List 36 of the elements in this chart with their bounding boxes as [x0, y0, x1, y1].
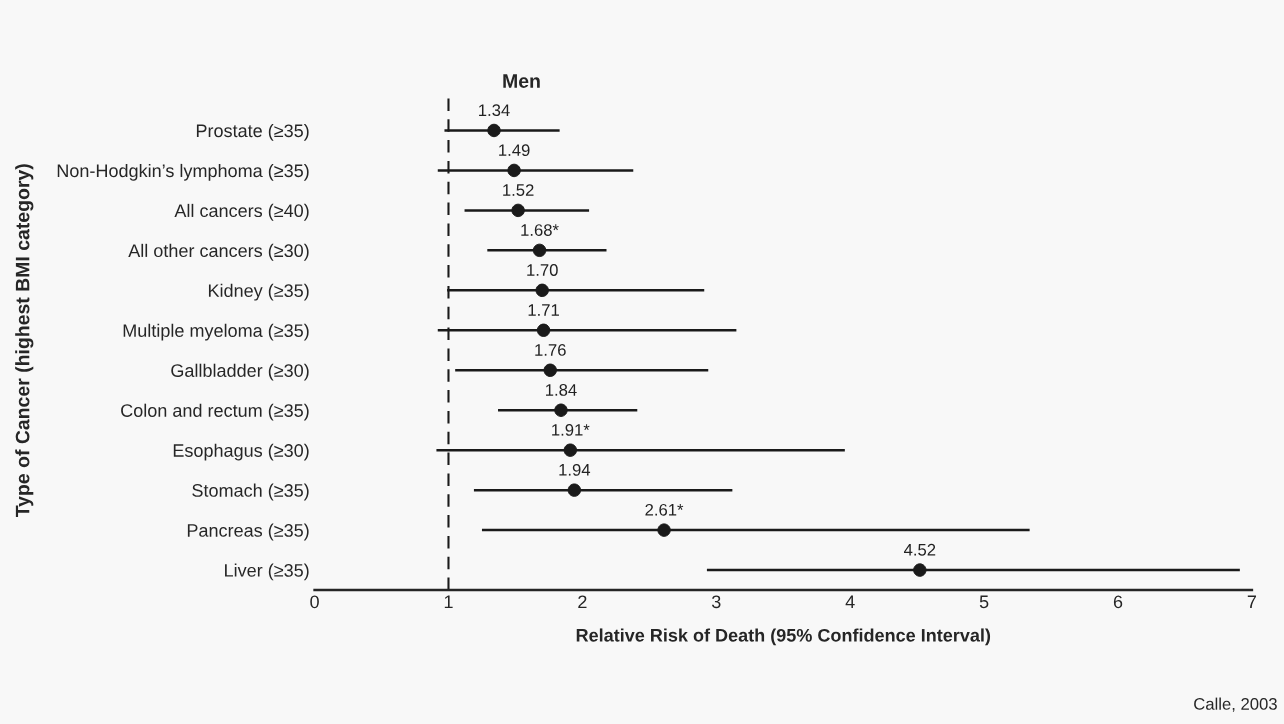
data-label: 1.71: [528, 304, 559, 316]
data-label: 1.84: [546, 384, 577, 396]
data-label: 1.70: [527, 264, 558, 276]
y-tick-label: Liver (≥35): [225, 563, 309, 581]
data-label: 1.94: [559, 463, 591, 476]
y-tick-label: All other cancers (≥30): [128, 243, 309, 261]
data-label: 1.76: [535, 344, 566, 356]
data-label: 4.52: [903, 543, 936, 556]
y-tick-label: Esophagus (≥30): [173, 443, 309, 461]
y-tick-label: Prostate (≥35): [196, 123, 309, 141]
x-tick-label: 3: [711, 595, 721, 609]
y-tick-label: Pancreas (≥35): [187, 523, 309, 541]
y-tick-label: Kidney (≥35): [208, 283, 309, 301]
x-tick-label: 7: [1247, 595, 1257, 609]
data-label: 1.91*: [552, 423, 590, 436]
data-label: 1.34: [479, 104, 510, 117]
x-tick-label: 5: [979, 595, 989, 609]
data-label: 1.49: [499, 144, 530, 157]
x-tick-label: 4: [845, 595, 855, 609]
y-axis-title: Type of Cancer (highest BMI category): [15, 164, 34, 518]
y-tick-label: All cancers (≥40): [174, 203, 309, 221]
y-tick-label: Non-Hodgkin’s lymphoma (≥35): [57, 163, 309, 181]
x-tick-label: 6: [1113, 595, 1123, 609]
data-label: 1.68*: [521, 224, 559, 236]
y-tick-label: Multiple myeloma (≥35): [123, 323, 309, 341]
x-tick-label: 2: [578, 595, 587, 609]
y-tick-label: Colon and rectum (≥35): [121, 403, 309, 421]
chart-title: Men: [503, 74, 540, 88]
y-tick-label: Stomach (≥35): [192, 483, 309, 501]
x-tick-label: 0: [310, 595, 319, 609]
x-tick-label: 1: [444, 595, 453, 609]
y-tick-label: Gallbladder (≥30): [171, 363, 309, 381]
x-axis-title: Relative Risk of Death (95% Confidence Interval): [576, 628, 991, 646]
text: Calle, 2003: [1194, 697, 1277, 712]
data-label: 2.61*: [645, 503, 684, 516]
data-label: 1.52: [503, 184, 534, 196]
